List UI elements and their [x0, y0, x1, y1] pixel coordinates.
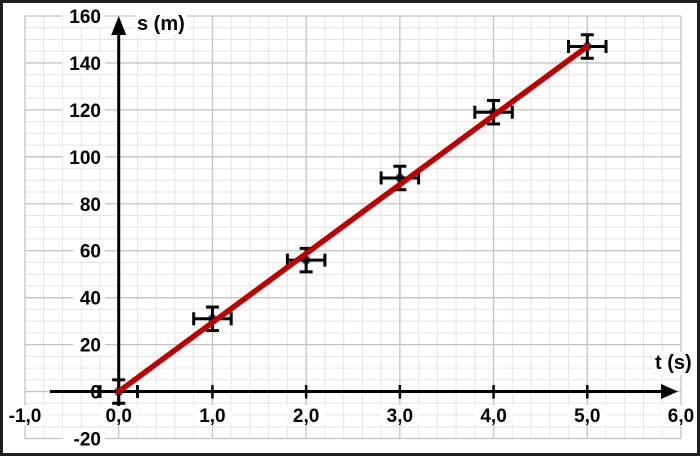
y-tick-label-bg	[73, 240, 105, 262]
x-tick-label: 4,0	[480, 406, 506, 427]
x-tick-label-bg	[380, 405, 420, 425]
chart-canvas: -1,00,01,02,03,04,05,06,0-20020406080100…	[3, 5, 697, 451]
x-tick-label: -1,0	[9, 406, 42, 427]
x-tick-label: 0,0	[106, 406, 132, 427]
x-tick-label: 2,0	[293, 406, 319, 427]
y-tick-label: 160	[69, 7, 101, 28]
y-tick-label-bg	[62, 428, 105, 449]
x-tick-label: 1,0	[199, 406, 225, 427]
y-tick-label: 120	[69, 101, 101, 122]
y-tick-label-bg	[73, 334, 105, 356]
x-tick-label-bg	[661, 405, 697, 425]
y-tick-label: 40	[80, 289, 101, 310]
x-tick-label: 3,0	[387, 406, 413, 427]
x-tick-label: 6,0	[668, 406, 694, 427]
x-tick-label-bg	[286, 405, 326, 425]
y-axis-title: s (m)	[135, 13, 187, 36]
y-tick-label: 140	[69, 54, 101, 75]
x-tick-label-bg	[568, 405, 607, 425]
y-tick-label: 100	[69, 148, 101, 169]
x-tick-label: 5,0	[574, 406, 600, 427]
y-tick-label-bg	[73, 193, 105, 215]
y-tick-label-bg	[62, 146, 105, 168]
y-tick-label-bg	[73, 287, 105, 309]
x-tick-label-bg	[193, 405, 232, 425]
y-tick-label: 20	[80, 336, 101, 357]
y-tick-label: -20	[74, 430, 101, 451]
trendline	[115, 43, 591, 395]
y-axis-arrow-icon	[111, 16, 127, 35]
y-tick-label: 80	[80, 195, 101, 216]
x-tick-label-bg	[99, 405, 138, 425]
x-tick-label-bg	[474, 405, 513, 425]
x-tick-label-bg	[3, 405, 50, 425]
y-tick-label: 60	[80, 242, 101, 263]
y-tick-label-bg	[62, 52, 105, 74]
y-tick-label-bg	[62, 99, 105, 121]
x-axis-title: t (s)	[653, 352, 694, 375]
x-axis-arrow-icon	[661, 384, 678, 400]
y-tick-label-bg	[62, 5, 105, 27]
